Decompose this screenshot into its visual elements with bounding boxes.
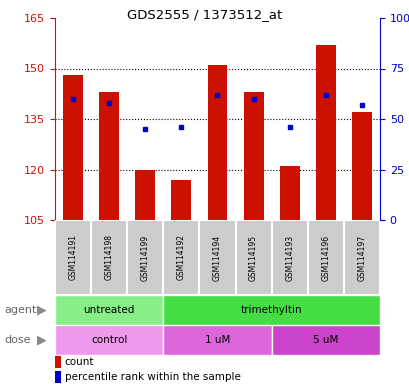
Text: GSM114191: GSM114191 [68, 235, 77, 280]
Text: agent: agent [4, 305, 36, 315]
Bar [55, 325, 163, 355]
Text: trimethyltin: trimethyltin [240, 305, 302, 315]
Bar [55, 356, 61, 368]
Bar [315, 45, 335, 220]
Text: GSM114195: GSM114195 [249, 235, 258, 281]
Bar [63, 75, 83, 220]
Bar [235, 220, 271, 295]
Text: GSM114199: GSM114199 [140, 235, 149, 281]
Bar [55, 295, 163, 325]
Bar [351, 112, 371, 220]
Text: GDS2555 / 1373512_at: GDS2555 / 1373512_at [127, 8, 282, 21]
Text: 1 uM: 1 uM [204, 335, 229, 345]
Bar [163, 295, 379, 325]
Bar [243, 92, 263, 220]
Bar [91, 220, 127, 295]
Bar [55, 371, 61, 382]
Bar [343, 220, 379, 295]
Bar [271, 325, 379, 355]
Bar [307, 220, 343, 295]
Bar [271, 220, 307, 295]
Bar [199, 220, 235, 295]
Text: ▶: ▶ [37, 303, 47, 316]
Text: GSM114194: GSM114194 [213, 235, 221, 281]
Text: percentile rank within the sample: percentile rank within the sample [65, 372, 240, 382]
Bar [127, 220, 163, 295]
Text: ▶: ▶ [37, 333, 47, 346]
Bar [55, 220, 91, 295]
Bar [163, 325, 271, 355]
Text: GSM114192: GSM114192 [176, 235, 185, 280]
Text: control: control [91, 335, 127, 345]
Text: dose: dose [4, 335, 31, 345]
Text: GSM114196: GSM114196 [321, 235, 330, 281]
Text: untreated: untreated [83, 305, 135, 315]
Text: GSM114193: GSM114193 [285, 235, 294, 281]
Text: GSM114198: GSM114198 [104, 235, 113, 280]
Bar [135, 169, 155, 220]
Bar [163, 220, 199, 295]
Text: GSM114197: GSM114197 [357, 235, 366, 281]
Text: count: count [65, 357, 94, 367]
Bar [207, 65, 227, 220]
Bar [171, 180, 191, 220]
Text: 5 uM: 5 uM [312, 335, 338, 345]
Bar [99, 92, 119, 220]
Bar [279, 166, 299, 220]
